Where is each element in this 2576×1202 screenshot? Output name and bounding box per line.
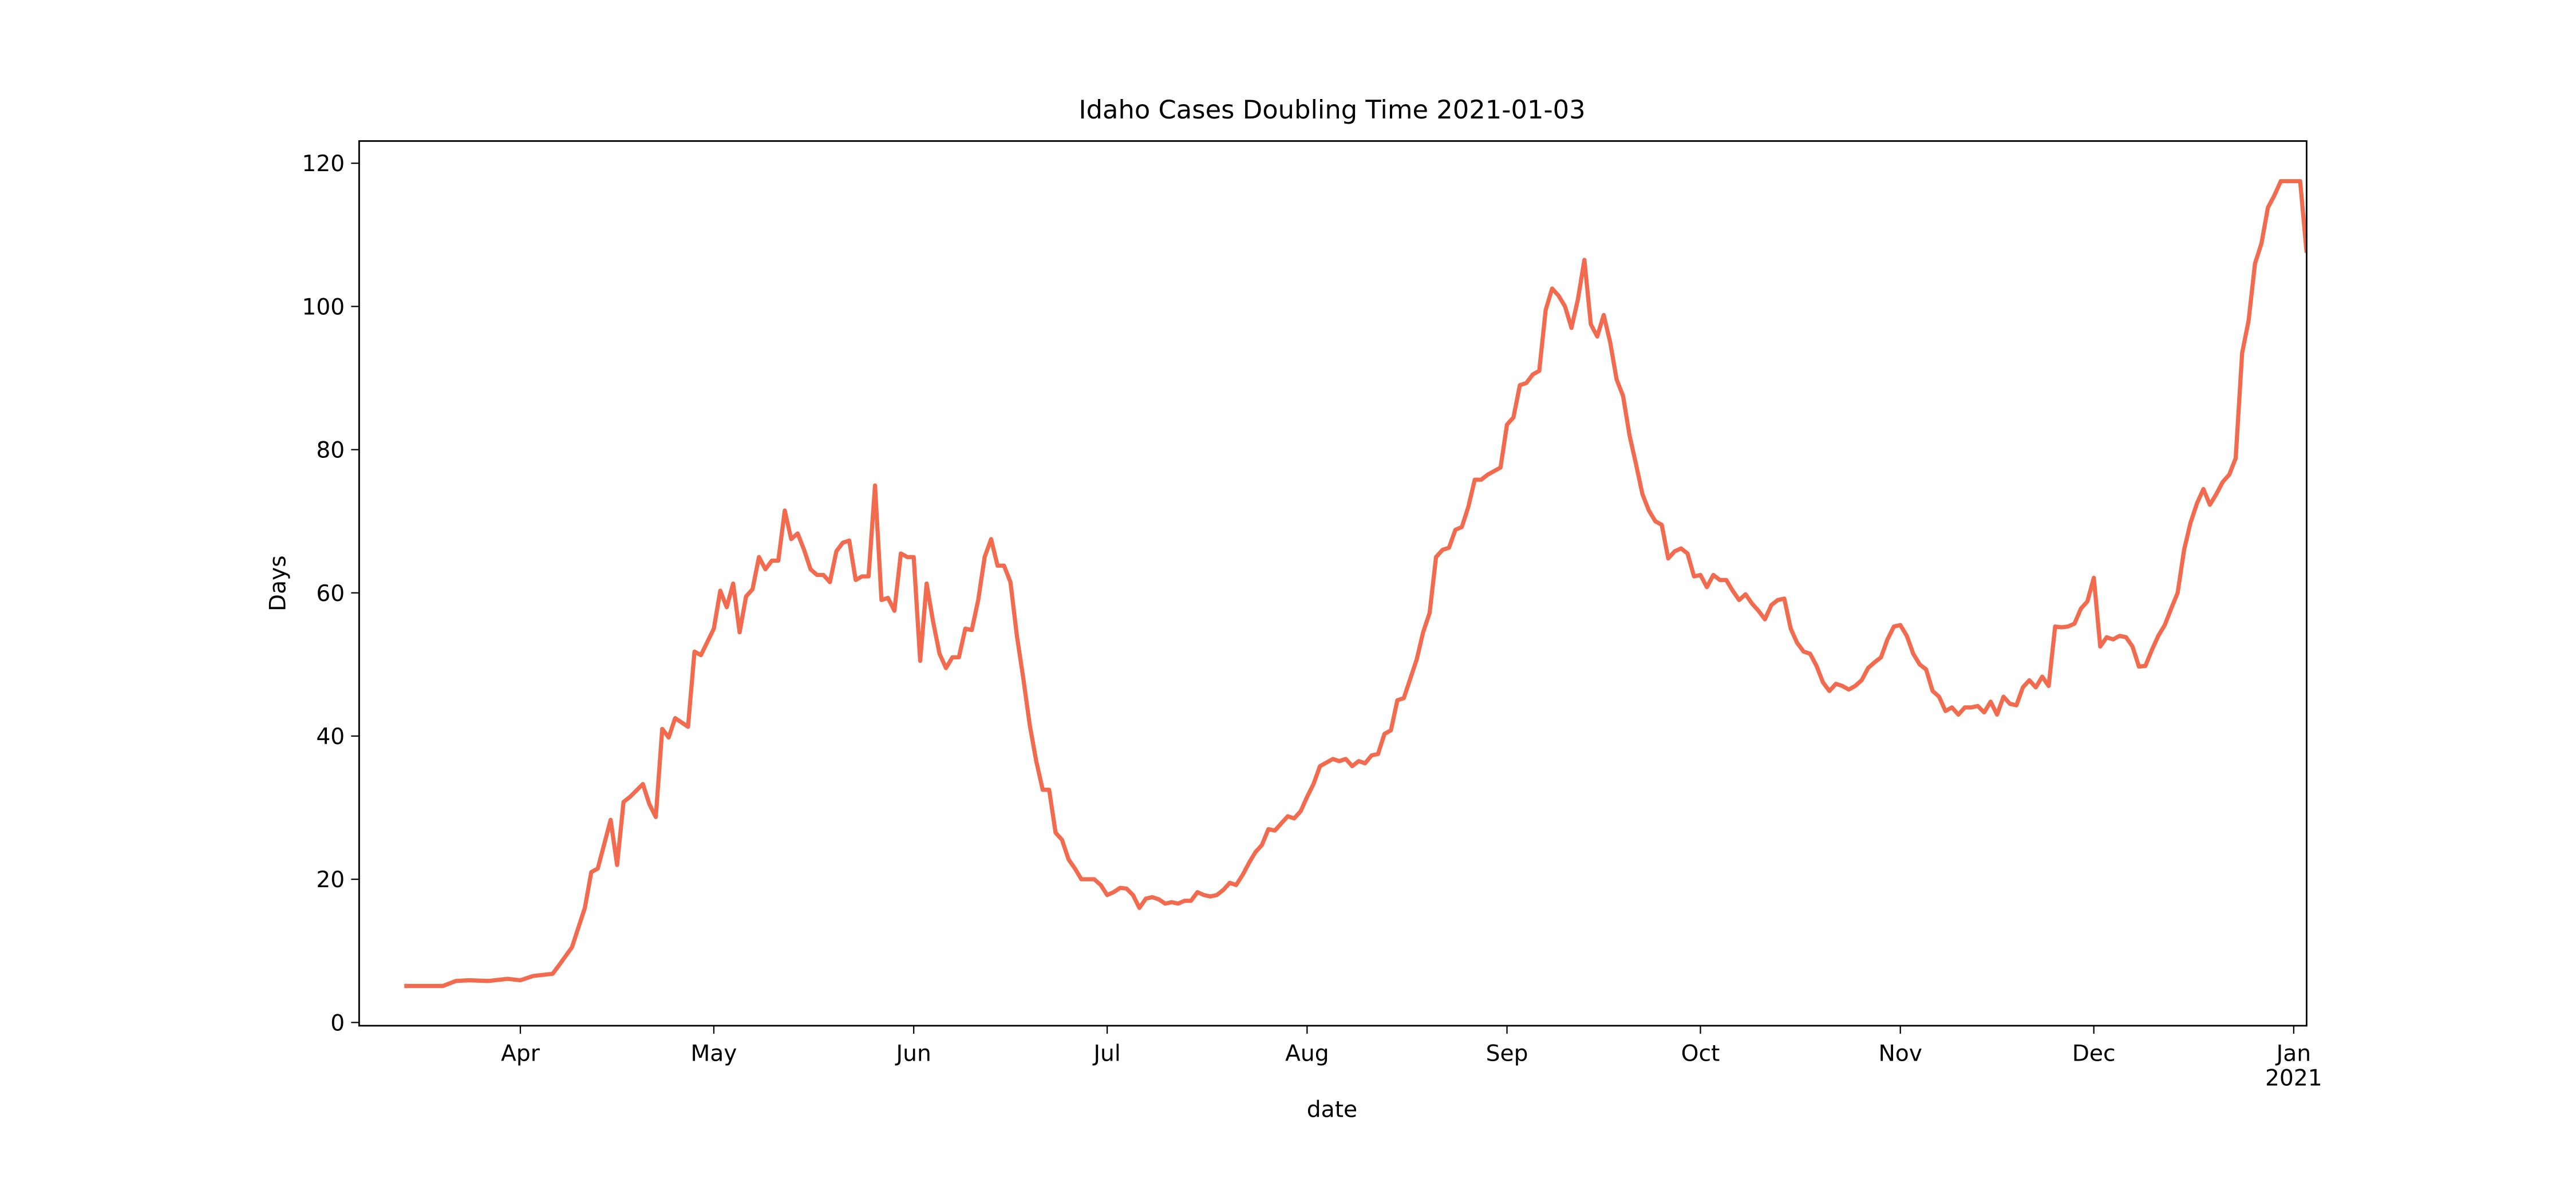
x-tick-label: Sep xyxy=(1486,1041,1528,1067)
y-tick-label: 20 xyxy=(316,867,345,893)
x-tick-label: Nov xyxy=(1878,1041,1922,1067)
chart-title: Idaho Cases Doubling Time 2021-01-03 xyxy=(1078,94,1585,125)
x-tick-label: Jun xyxy=(895,1041,931,1067)
y-tick-label: 0 xyxy=(330,1010,345,1036)
x-tick-label: Oct xyxy=(1681,1041,1720,1067)
x-tick-label: Aug xyxy=(1285,1041,1329,1067)
y-tick-label: 60 xyxy=(316,581,345,607)
x-tick-label: Apr xyxy=(501,1041,540,1067)
plot-area: Idaho Cases Doubling Time 2021-01-03 dat… xyxy=(266,94,2322,1122)
y-tick-label: 40 xyxy=(316,724,345,750)
x-tick-label: Jul xyxy=(1092,1041,1120,1067)
y-tick-label: 100 xyxy=(302,294,345,320)
y-tick-label: 120 xyxy=(302,151,345,177)
x-tick-label: Dec xyxy=(2072,1041,2116,1067)
data-line xyxy=(404,179,2307,989)
x-tick-label: May xyxy=(690,1041,737,1067)
y-tick-label: 80 xyxy=(316,438,345,464)
plot-frame xyxy=(358,140,2308,1027)
x-tick-label: Jan 2021 xyxy=(2265,1041,2322,1092)
y-axis-label: Days xyxy=(266,555,291,611)
x-axis-label: date xyxy=(1307,1097,1357,1123)
